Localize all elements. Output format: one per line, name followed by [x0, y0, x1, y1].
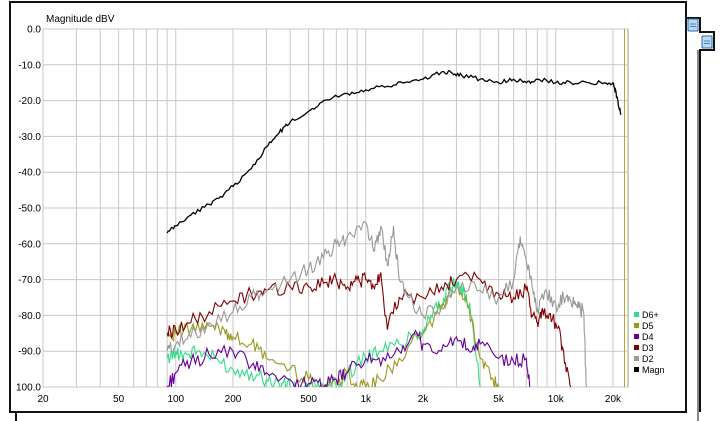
x-tick-label: 50: [113, 394, 125, 405]
y-tick-label: -30.0: [18, 132, 41, 143]
legend-swatch: [634, 312, 639, 317]
y-tick-label: -10.0: [18, 60, 41, 71]
legend-swatch: [634, 367, 639, 372]
legend-item[interactable]: D3: [634, 343, 654, 353]
y-tick-label: -60.0: [18, 239, 41, 250]
window-border: [9, 1, 715, 421]
document-icon-bottom[interactable]: [701, 35, 713, 49]
legend-label: D2: [642, 354, 654, 364]
legend-item[interactable]: D5: [634, 321, 654, 331]
y-tick-label: -90.0: [18, 347, 41, 358]
y-tick-label: -70.0: [18, 275, 41, 286]
legend-item[interactable]: Magn: [634, 365, 665, 375]
legend-swatch: [634, 334, 639, 339]
y-axis-label: Magnitude dBV: [46, 14, 115, 25]
x-tick-label: 100: [167, 394, 184, 405]
legend-swatch: [634, 323, 639, 328]
outer-frame: [9, 1, 687, 413]
x-tick-label: 5k: [493, 394, 505, 405]
y-tick-label: -50.0: [18, 204, 41, 215]
x-tick-label: 500: [300, 394, 317, 405]
series-line-d2: [166, 221, 587, 387]
legend-item[interactable]: D2: [634, 354, 654, 364]
legend-item[interactable]: D6+: [634, 310, 659, 320]
legend-swatch: [634, 356, 639, 361]
series-layer: [166, 69, 622, 387]
y-tick-label: -80.0: [18, 311, 41, 322]
grid-lines: [42, 28, 628, 388]
legend-label: D5: [642, 321, 654, 331]
y-tick-label: 100.0: [16, 383, 41, 394]
y-tick-label: -20.0: [18, 96, 41, 107]
document-icon-top[interactable]: [687, 18, 699, 32]
x-tick-labels: 20 50 100 200 500 1k 2k 5k 10k 20k: [37, 394, 622, 405]
series-line-d5: [166, 285, 500, 387]
x-tick-label: 20: [37, 394, 49, 405]
legend-label: D6+: [642, 310, 659, 320]
legend-label: D3: [642, 343, 654, 353]
y-tick-labels: 0.0 -10.0 -20.0 -30.0 -40.0 -50.0 -60.0 -70.0 -8…: [16, 25, 41, 394]
x-tick-label: 1k: [360, 394, 372, 405]
legend-item[interactable]: D4: [634, 332, 654, 342]
y-tick-label: 0.0: [27, 25, 41, 36]
series-line-d3: [166, 270, 572, 387]
x-tick-label: 10k: [548, 394, 565, 405]
x-tick-label: 200: [225, 394, 242, 405]
legend-label: Magn: [642, 365, 665, 375]
x-tick-label: 2k: [418, 394, 430, 405]
legend-label: D4: [642, 332, 654, 342]
y-tick-label: -40.0: [18, 168, 41, 179]
series-line-d4: [166, 329, 531, 387]
legend-swatch: [634, 345, 639, 350]
series-line-magn: [166, 69, 622, 234]
x-tick-label: 20k: [605, 394, 622, 405]
frame-notch: [686, 17, 715, 412]
